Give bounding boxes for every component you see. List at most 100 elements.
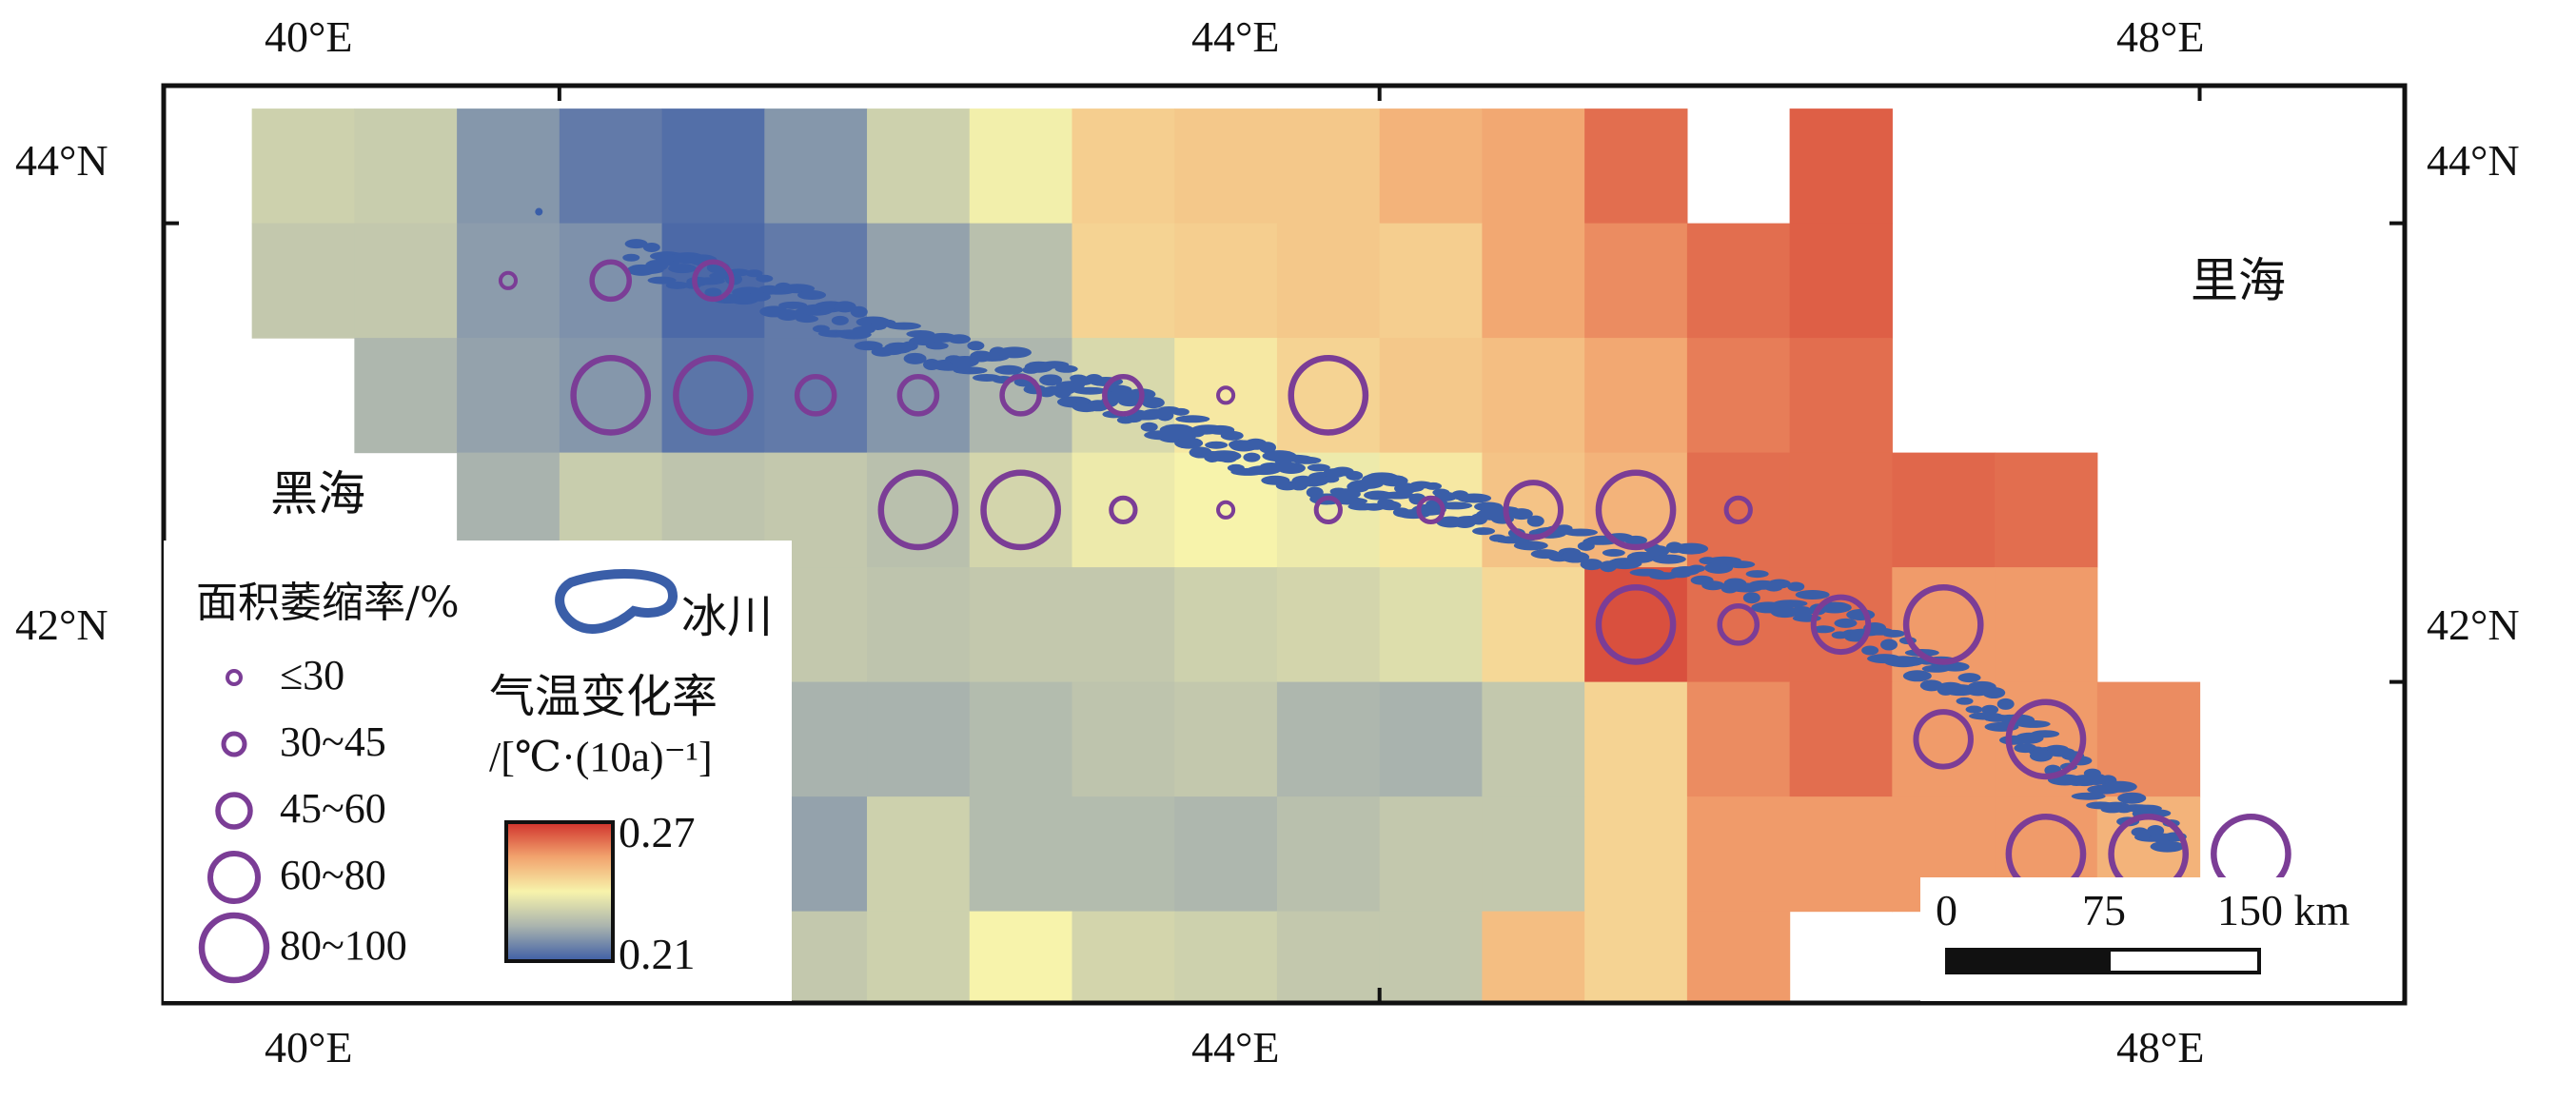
shrinkage-legend-symbols [198, 669, 270, 984]
shrinkage-circle [692, 259, 735, 303]
temperature-cell [1174, 681, 1278, 797]
glacier-patch [2150, 840, 2185, 853]
glacier-patch [778, 301, 808, 309]
temperature-cell [354, 108, 458, 225]
glacier-patch [1140, 422, 1158, 432]
scale-bar [1920, 877, 2402, 1001]
glacier-patch [756, 274, 774, 283]
glacier-patch [1039, 374, 1063, 386]
glacier-patch [2117, 792, 2147, 804]
lon-label-top: 40°E [265, 12, 353, 61]
temperature-cell [1276, 108, 1381, 225]
shrinkage-circle [1595, 584, 1677, 665]
shrinkage-circle [896, 374, 940, 417]
glacier-patch [1243, 452, 1261, 462]
glacier-patch [1259, 442, 1277, 454]
temperature-cell [1379, 338, 1484, 454]
glacier-patch [1965, 705, 1983, 714]
temperature-cell [1276, 681, 1381, 797]
temperature-cell [1686, 223, 1791, 339]
colorbar-title: 气温变化率 [489, 670, 718, 723]
temperature-cell [867, 567, 971, 683]
glacier-patch [1996, 698, 2015, 710]
glacier-patch [1795, 589, 1830, 600]
glacier-patch [886, 322, 921, 330]
glacier-patch [1882, 629, 1906, 638]
temperature-cell [1072, 223, 1175, 339]
temperature-cell [1482, 108, 1585, 225]
temperature-cell [1584, 108, 1688, 225]
lon-label-bottom: 48°E [2116, 1023, 2205, 1072]
shrinkage-class-label: ≤30 [280, 652, 345, 698]
glacier-patch [906, 329, 935, 338]
temperature-cell [1379, 567, 1484, 683]
glacier-patch [1880, 639, 1898, 651]
glacier-patch [1526, 515, 1544, 527]
legend-circle [198, 912, 270, 984]
temperature-cell [764, 108, 868, 225]
glacier-patch [624, 239, 648, 249]
shrinkage-circle [1313, 495, 1343, 524]
temperature-cell [1276, 796, 1381, 913]
temperature-cell [1379, 108, 1484, 225]
lon-label-top: 44°E [1191, 12, 1280, 61]
temperature-cell [251, 108, 355, 225]
lat-label-right: 42°N [2427, 600, 2520, 649]
lat-label-left: 44°N [15, 136, 108, 185]
glacier-patch [535, 207, 543, 216]
lon-label-bottom: 40°E [265, 1023, 353, 1072]
shrinkage-circle [1717, 603, 1760, 646]
temperature-cell [457, 338, 560, 454]
glacier-patch [2071, 792, 2106, 800]
glacier-patch [1982, 687, 2006, 699]
temperature-cell [1789, 338, 1893, 454]
temperature-cell [1584, 681, 1688, 797]
glacier-patch [1438, 501, 1473, 510]
glacier-patch [1509, 508, 1533, 521]
glacier-patch [1378, 501, 1402, 511]
colorbar [504, 820, 615, 963]
temperature-cell [1174, 567, 1278, 683]
temperature-cell [1789, 681, 1893, 797]
glacier-patch [1957, 673, 1981, 683]
shrinkage-circle [999, 374, 1042, 417]
temperature-cell [1379, 911, 1484, 1003]
temperature-cell [1072, 567, 1175, 683]
colorbar-min-label: 0.21 [619, 930, 696, 978]
shrinkage-circle [1216, 500, 1236, 520]
caspian-sea-label: 里海 [2191, 253, 2286, 308]
scale-label-0: 0 [1936, 886, 1957, 934]
glacier-patch [622, 253, 640, 262]
temperature-cell [1686, 681, 1791, 797]
temperature-cell [1995, 452, 2098, 568]
temperature-cell [457, 223, 560, 339]
glacier-patch [1701, 580, 1725, 591]
temperature-cell [1174, 108, 1278, 225]
lat-label-left: 42°N [15, 600, 108, 649]
temperature-cell [1379, 223, 1484, 339]
temperature-cell [1276, 567, 1381, 683]
lon-label-bottom: 44°E [1191, 1023, 1280, 1072]
temperature-cell [969, 108, 1073, 225]
glacier-patch [925, 342, 949, 350]
glacier-patch [1563, 528, 1599, 537]
glacier-legend-label: 冰川 [681, 590, 774, 643]
temperature-cell [1584, 911, 1688, 1003]
temperature-cell [354, 338, 458, 454]
shrinkage-circle [1288, 355, 1369, 436]
temperature-cell [1174, 223, 1278, 339]
temperature-grid [251, 108, 2201, 1003]
colorbar-max-label: 0.27 [619, 808, 696, 856]
glacier-patch [994, 364, 1024, 375]
glacier-patch [833, 301, 856, 313]
temperature-cell [1072, 796, 1175, 913]
glacier-patch [1171, 407, 1190, 416]
temperature-cell [867, 796, 971, 913]
shrinkage-circle [570, 355, 652, 436]
glacier-patch [647, 276, 677, 285]
legend-circle [226, 669, 243, 686]
glacier-patch [1624, 535, 1648, 545]
temperature-cell [559, 108, 663, 225]
legend-circle [215, 792, 253, 830]
glacier-patch [850, 305, 868, 318]
